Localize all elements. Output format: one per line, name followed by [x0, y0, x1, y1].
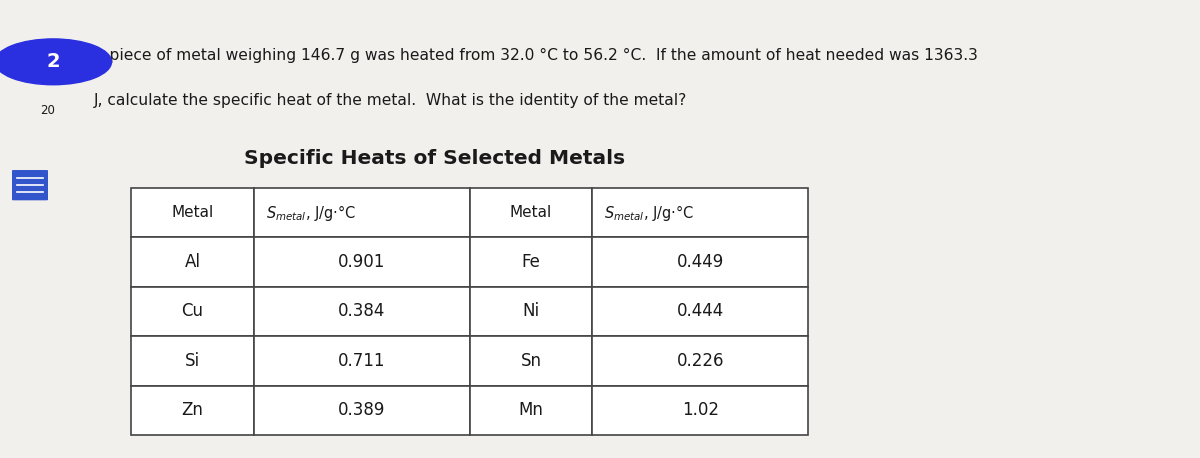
- Text: Al: Al: [185, 253, 200, 271]
- Text: 0.389: 0.389: [338, 401, 385, 420]
- Text: $S_{metal}$, J/g·°C: $S_{metal}$, J/g·°C: [265, 202, 356, 223]
- Text: Specific Heats of Selected Metals: Specific Heats of Selected Metals: [245, 148, 625, 168]
- Text: 2: 2: [47, 52, 60, 71]
- Text: 0.226: 0.226: [677, 352, 724, 370]
- Bar: [254, 188, 469, 237]
- Text: Ni: Ni: [522, 302, 540, 321]
- Text: J, calculate the specific heat of the metal.  What is the identity of the metal?: J, calculate the specific heat of the me…: [94, 93, 688, 108]
- Text: 1.02: 1.02: [682, 401, 719, 420]
- Text: Metal: Metal: [172, 205, 214, 220]
- Bar: [593, 336, 809, 386]
- Bar: [593, 188, 809, 237]
- Bar: [254, 237, 469, 287]
- Text: 0.449: 0.449: [677, 253, 724, 271]
- Bar: [469, 336, 593, 386]
- Bar: [254, 336, 469, 386]
- Text: $S_{metal}$, J/g·°C: $S_{metal}$, J/g·°C: [604, 202, 695, 223]
- Text: Sn: Sn: [521, 352, 541, 370]
- Text: 20: 20: [41, 104, 55, 117]
- Bar: [131, 237, 254, 287]
- Text: 0.901: 0.901: [338, 253, 385, 271]
- Bar: [593, 386, 809, 435]
- Text: Cu: Cu: [181, 302, 204, 321]
- Bar: [254, 386, 469, 435]
- Bar: [131, 336, 254, 386]
- Text: 0.384: 0.384: [338, 302, 385, 321]
- FancyBboxPatch shape: [11, 171, 49, 199]
- Bar: [469, 237, 593, 287]
- Bar: [131, 287, 254, 336]
- Text: 0.444: 0.444: [677, 302, 724, 321]
- Bar: [254, 287, 469, 336]
- Bar: [131, 188, 254, 237]
- Text: Si: Si: [185, 352, 200, 370]
- Bar: [469, 386, 593, 435]
- Bar: [593, 237, 809, 287]
- Bar: [131, 386, 254, 435]
- Text: 0.711: 0.711: [338, 352, 385, 370]
- Text: Metal: Metal: [510, 205, 552, 220]
- Bar: [593, 287, 809, 336]
- Text: Zn: Zn: [181, 401, 204, 420]
- Text: Fe: Fe: [522, 253, 540, 271]
- Circle shape: [0, 39, 112, 85]
- Bar: [469, 287, 593, 336]
- Bar: [469, 188, 593, 237]
- Text: Mn: Mn: [518, 401, 544, 420]
- Text: A piece of metal weighing 146.7 g was heated from 32.0 °C to 56.2 °C.  If the am: A piece of metal weighing 146.7 g was he…: [94, 49, 978, 63]
